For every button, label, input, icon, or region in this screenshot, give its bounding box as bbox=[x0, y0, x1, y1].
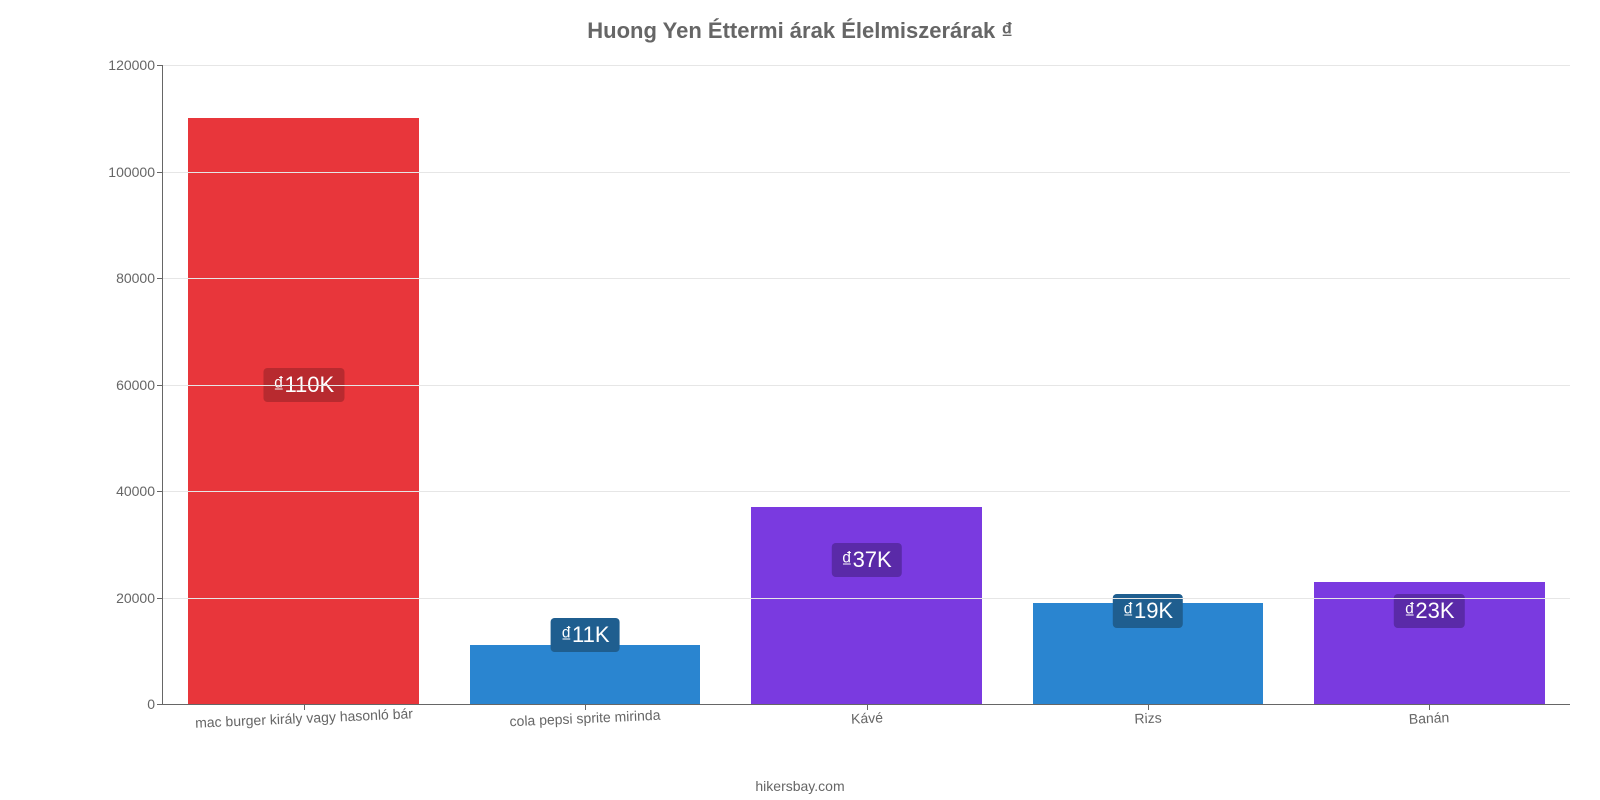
xtick-label: cola pepsi sprite mirinda bbox=[509, 707, 661, 730]
value-badge: ₫23K bbox=[1394, 594, 1464, 628]
gridline bbox=[163, 278, 1570, 279]
ytick-mark bbox=[157, 172, 163, 173]
ytick-label: 0 bbox=[147, 696, 155, 712]
ytick-mark bbox=[157, 491, 163, 492]
xtick-label: Kávé bbox=[850, 709, 883, 726]
xtick-label: Rizs bbox=[1134, 709, 1162, 726]
ytick-label: 100000 bbox=[108, 164, 155, 180]
ytick-mark bbox=[157, 278, 163, 279]
ytick-label: 80000 bbox=[116, 270, 155, 286]
ytick-label: 60000 bbox=[116, 377, 155, 393]
value-badge: ₫19K bbox=[1113, 594, 1183, 628]
chart-container: ₫110K₫11K₫37K₫19K₫23K 020000400006000080… bbox=[80, 55, 1570, 735]
attribution-text: hikersbay.com bbox=[755, 778, 844, 794]
xtick-label: mac burger király vagy hasonló bár bbox=[194, 705, 412, 730]
ytick-mark bbox=[157, 704, 163, 705]
gridline bbox=[163, 491, 1570, 492]
value-badge: ₫11K bbox=[551, 618, 620, 652]
ytick-mark bbox=[157, 385, 163, 386]
bar bbox=[751, 507, 982, 704]
value-badge: ₫37K bbox=[831, 543, 901, 577]
ytick-label: 20000 bbox=[116, 590, 155, 606]
ytick-label: 120000 bbox=[108, 57, 155, 73]
gridline bbox=[163, 598, 1570, 599]
plot-area: ₫110K₫11K₫37K₫19K₫23K 020000400006000080… bbox=[162, 65, 1570, 705]
ytick-mark bbox=[157, 598, 163, 599]
ytick-mark bbox=[157, 65, 163, 66]
bar bbox=[188, 118, 419, 704]
ytick-label: 40000 bbox=[116, 483, 155, 499]
gridline bbox=[163, 385, 1570, 386]
bar bbox=[470, 645, 701, 704]
xtick-label: Banán bbox=[1409, 709, 1450, 727]
gridline bbox=[163, 65, 1570, 66]
gridline bbox=[163, 172, 1570, 173]
chart-title: Huong Yen Éttermi árak Élelmiszerárak ₫ bbox=[0, 0, 1600, 44]
